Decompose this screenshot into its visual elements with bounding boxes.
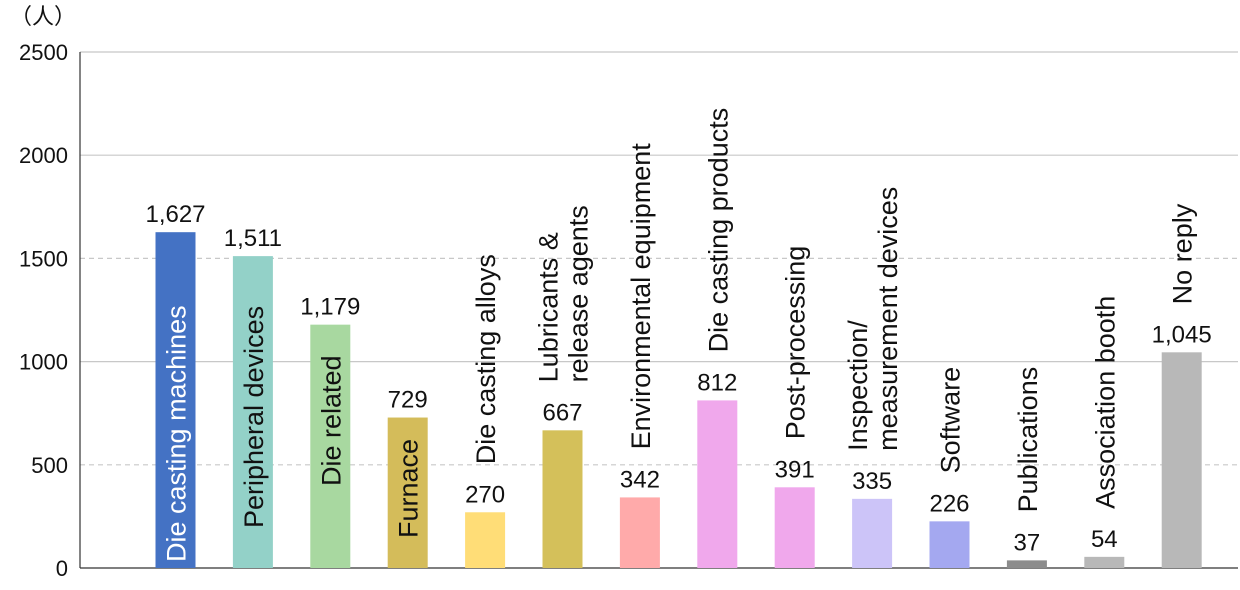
bar — [1161, 352, 1202, 568]
data-label: 270 — [465, 481, 505, 508]
bar — [1006, 560, 1047, 568]
category-label: Peripheral devices — [239, 306, 269, 528]
bar — [774, 487, 815, 568]
bar — [310, 324, 351, 568]
bar — [619, 497, 660, 568]
data-label: 729 — [388, 387, 428, 414]
data-label: 391 — [775, 456, 815, 483]
category-label: Post-processing — [781, 246, 811, 440]
category-label: Die casting alloys — [471, 254, 501, 464]
category-label: release agents — [564, 205, 594, 382]
category-label: Software — [936, 367, 966, 474]
bar — [465, 512, 506, 568]
category-label: Lubricants & — [534, 232, 564, 382]
data-label: 1,179 — [300, 294, 360, 321]
bar — [697, 400, 738, 568]
data-label: 667 — [542, 399, 582, 426]
y-tick-label: 1000 — [19, 350, 68, 375]
bar — [852, 498, 893, 568]
category-label: Die related — [316, 355, 346, 486]
y-tick-label: 1500 — [19, 246, 68, 271]
data-label: 226 — [929, 490, 969, 517]
data-label: 335 — [852, 468, 892, 495]
y-tick-label: 0 — [56, 556, 68, 581]
category-label: Die casting machines — [162, 305, 192, 562]
category-label: Inspection/ — [843, 320, 873, 451]
data-label: 1,045 — [1152, 321, 1212, 348]
category-label: Association booth — [1090, 296, 1120, 509]
category-label: Environmental equipment — [626, 143, 656, 450]
bar — [387, 417, 428, 568]
labels: 0 500 1000 1500 2000 2500 1,627 Die casting mac… — [19, 40, 1212, 581]
bar — [542, 430, 583, 568]
grid-lines — [80, 51, 1238, 466]
y-axis-unit-label: （人） — [10, 5, 76, 30]
data-label: 54 — [1091, 526, 1118, 553]
y-tick-label: 2500 — [19, 40, 68, 65]
y-tick-label: 2000 — [19, 143, 68, 168]
data-label: 37 — [1014, 529, 1041, 556]
category-label: measurement devices — [873, 187, 903, 451]
category-label: Publications — [1013, 367, 1043, 513]
data-label: 342 — [620, 466, 660, 493]
y-tick-label: 500 — [31, 453, 68, 478]
bar — [232, 256, 273, 568]
bars — [155, 232, 1202, 568]
data-label: 812 — [697, 369, 737, 396]
bar — [929, 521, 970, 568]
data-label: 1,627 — [145, 201, 205, 228]
data-label: 1,511 — [224, 225, 282, 252]
bar — [1084, 556, 1125, 568]
category-label: Die casting products — [703, 108, 733, 353]
category-label: Furnace — [394, 439, 424, 538]
bar — [155, 232, 196, 568]
category-label: No reply — [1168, 203, 1198, 304]
